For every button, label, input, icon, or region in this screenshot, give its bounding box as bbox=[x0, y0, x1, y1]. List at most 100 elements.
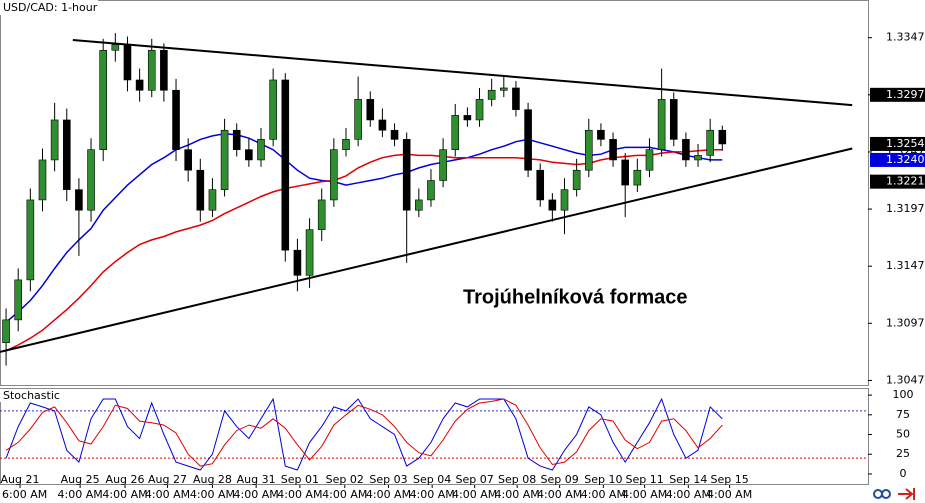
candle-body bbox=[682, 139, 690, 161]
stoch-title-bg bbox=[0, 389, 56, 402]
candle-body bbox=[305, 229, 314, 276]
price-label: 1.3297 bbox=[886, 88, 925, 101]
x-tick-label: Sep 08 bbox=[498, 473, 536, 486]
x-tick-label: Aug 21 bbox=[1, 473, 40, 486]
stoch-tick-label: 0 bbox=[900, 467, 907, 480]
candle-body bbox=[633, 169, 642, 186]
x-tick-time: 4:00 AM bbox=[322, 488, 367, 501]
x-tick-time: 4:00 AM bbox=[495, 488, 540, 501]
icon[interactable] bbox=[898, 488, 915, 500]
x-tick-label: Sep 10 bbox=[584, 473, 622, 486]
candle-body bbox=[718, 129, 727, 145]
x-tick-label: Sep 03 bbox=[369, 473, 407, 486]
stochastic-title: Stochastic bbox=[3, 389, 60, 402]
icon[interactable] bbox=[881, 489, 891, 499]
candle-body bbox=[232, 129, 241, 150]
candle-body bbox=[415, 199, 423, 211]
candle-body bbox=[111, 44, 120, 51]
candle-body bbox=[402, 139, 411, 211]
x-tick-time: 4:00 AM bbox=[622, 488, 667, 501]
x-tick-label: Sep 14 bbox=[669, 473, 707, 486]
x-tick-time: 4:00 AM bbox=[452, 488, 497, 501]
candle-body bbox=[706, 129, 714, 156]
candle-body bbox=[390, 129, 399, 140]
candle-body bbox=[645, 149, 654, 171]
candle-body bbox=[281, 79, 290, 251]
trendline bbox=[0, 147, 853, 353]
x-tick-time: 4:00 AM bbox=[707, 488, 752, 501]
x-tick-time: 4:00 AM bbox=[666, 488, 711, 501]
candle-body bbox=[597, 129, 605, 140]
x-tick-time: 6:00 AM bbox=[2, 488, 47, 501]
candle-body bbox=[487, 89, 496, 100]
x-tick-label: Sep 11 bbox=[626, 473, 664, 486]
moving-average bbox=[5, 132, 723, 323]
candle-body bbox=[62, 119, 71, 190]
candle-body bbox=[463, 115, 472, 121]
icon[interactable] bbox=[873, 489, 883, 499]
candle-body bbox=[427, 180, 435, 201]
chart-title: USD/CAD: 1-hour bbox=[3, 1, 98, 14]
candle-body bbox=[500, 87, 508, 91]
candle-body bbox=[208, 189, 217, 211]
candle-body bbox=[512, 87, 520, 110]
x-tick-label: Aug 27 bbox=[148, 473, 187, 486]
candle-body bbox=[657, 99, 666, 150]
candle-body bbox=[572, 169, 581, 190]
candle-body bbox=[220, 129, 229, 190]
x-tick-label: Aug 28 bbox=[193, 473, 232, 486]
stoch-tick-label: 25 bbox=[896, 447, 910, 460]
annotation: Trojúhelníková formace bbox=[463, 286, 688, 308]
price-label: 1.3254 bbox=[886, 137, 925, 150]
candle-body bbox=[14, 279, 23, 321]
stoch-tick-label: 75 bbox=[896, 408, 910, 421]
x-tick-time: 4:00 AM bbox=[537, 488, 582, 501]
candle-body bbox=[160, 49, 168, 91]
stoch-tick-label: 50 bbox=[896, 428, 910, 441]
x-tick-time: 4:00 AM bbox=[366, 488, 411, 501]
price-label: 1.3221 bbox=[886, 175, 925, 188]
candle-body bbox=[451, 115, 460, 150]
x-tick-time: 4:00 AM bbox=[190, 488, 235, 501]
candle-body bbox=[548, 199, 557, 211]
candle-body bbox=[366, 99, 375, 121]
plot-layer: 1.30471.30971.31471.31971.32471.32971.33… bbox=[0, 31, 925, 501]
x-tick-time: 4:00 AM bbox=[58, 488, 103, 501]
price-label-box bbox=[870, 174, 925, 189]
y-tick-label: 1.3147 bbox=[886, 259, 925, 272]
x-tick-time: 4:00 AM bbox=[102, 488, 147, 501]
title-bg bbox=[0, 0, 98, 15]
candle-body bbox=[669, 99, 678, 140]
candle-body bbox=[75, 189, 83, 211]
x-tick-label: Sep 09 bbox=[541, 473, 579, 486]
candle-body bbox=[172, 89, 180, 150]
candle-body bbox=[50, 119, 59, 161]
candle-body bbox=[609, 139, 617, 161]
toolbar-icons[interactable] bbox=[873, 488, 915, 500]
y-tick-label: 1.3347 bbox=[886, 31, 925, 44]
x-tick-time: 4:00 AM bbox=[581, 488, 626, 501]
x-tick-label: Sep 01 bbox=[281, 473, 319, 486]
candle-body bbox=[354, 99, 362, 140]
candle-body bbox=[123, 44, 132, 81]
price-label-box bbox=[870, 87, 925, 102]
candle-body bbox=[99, 49, 107, 150]
price-label-box bbox=[870, 136, 925, 151]
candle-body bbox=[184, 149, 192, 171]
y-tick-label: 1.3097 bbox=[886, 316, 925, 329]
trendline bbox=[72, 38, 853, 107]
candle-body bbox=[317, 199, 326, 230]
candle-body bbox=[2, 319, 10, 344]
candle-body bbox=[257, 139, 265, 161]
candle-body bbox=[475, 99, 484, 121]
candle-body bbox=[439, 149, 447, 181]
candle-body bbox=[38, 159, 47, 201]
y-tick-label: 1.3197 bbox=[886, 202, 925, 215]
candle-body bbox=[87, 149, 95, 211]
price-label: 1.3240 bbox=[886, 153, 925, 166]
x-tick-label: Sep 04 bbox=[413, 473, 451, 486]
x-tick-time: 4:00 AM bbox=[277, 488, 322, 501]
candle-body bbox=[621, 159, 630, 186]
